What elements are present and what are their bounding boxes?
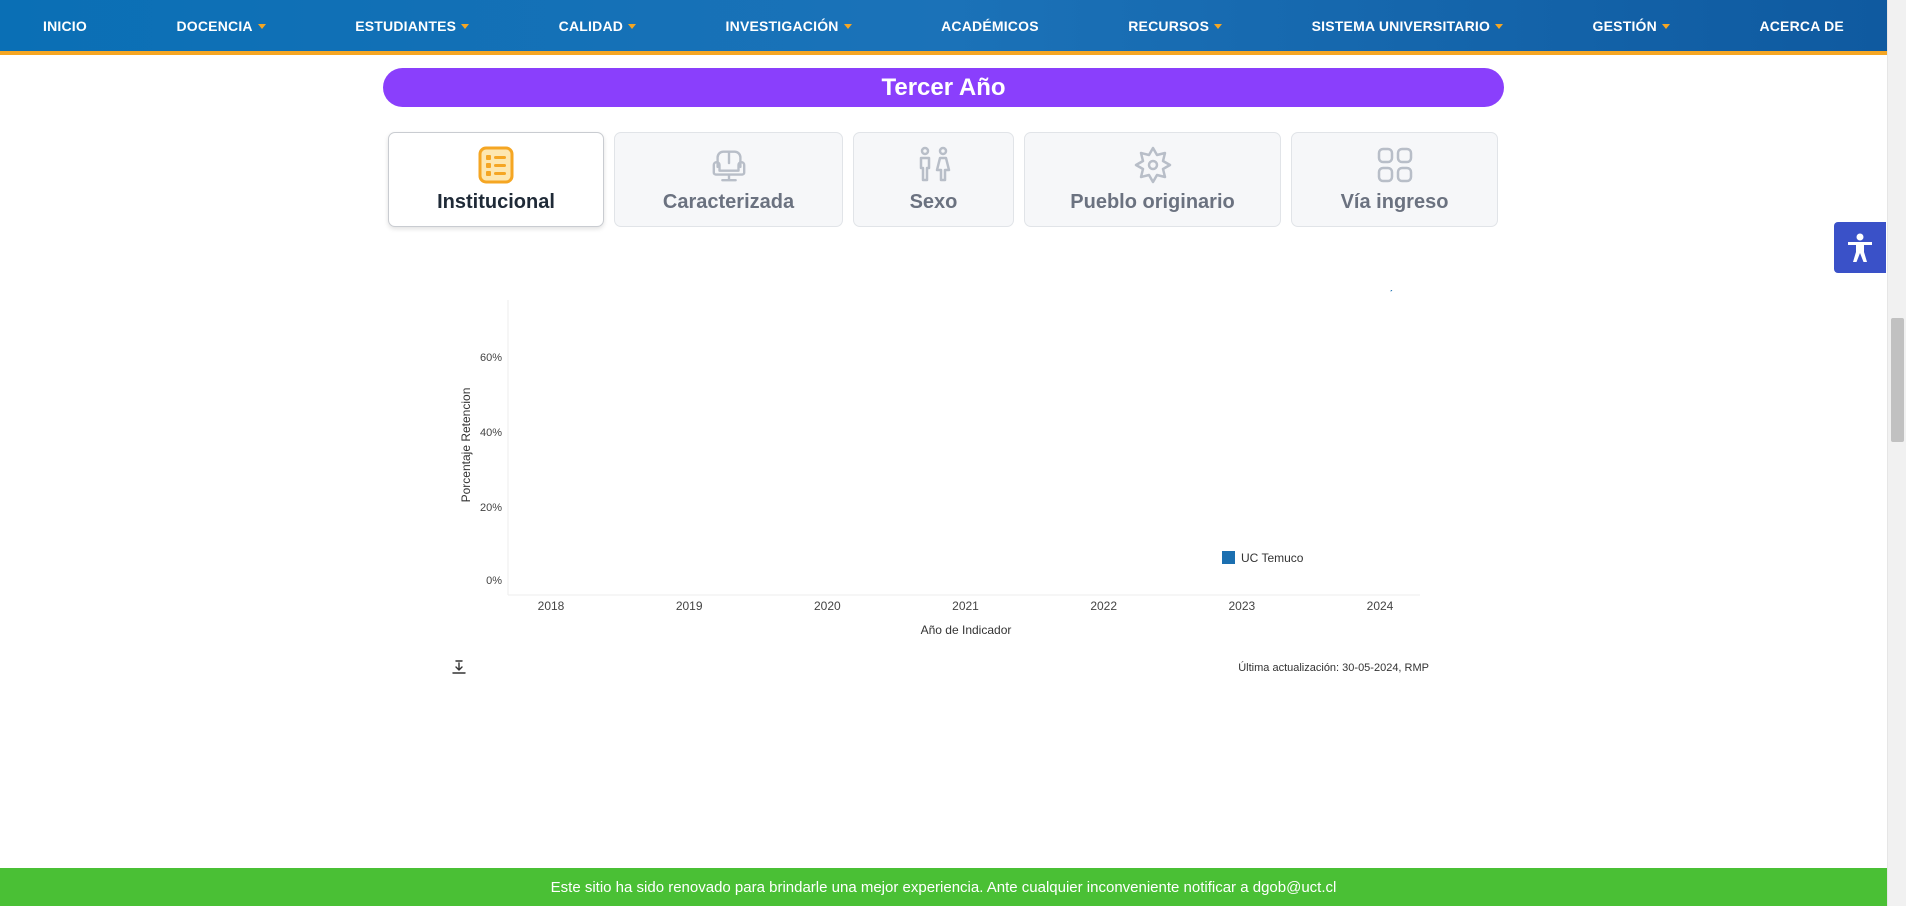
nav-label: RECURSOS — [1128, 17, 1210, 34]
x-tick-label: 2020 — [814, 599, 841, 613]
top-navigation: INICIO DOCENCIA ESTUDIANTES CALIDAD INVE… — [0, 0, 1887, 55]
nav-item-docencia[interactable]: DOCENCIA — [176, 17, 266, 34]
x-axis-ticks: 2018 2019 2020 2021 2022 2023 2024 — [538, 599, 1394, 613]
notice-banner: Este sitio ha sido renovado para brindar… — [0, 868, 1887, 906]
y-tick-label: 60% — [480, 352, 502, 364]
chart-grid — [507, 300, 1420, 596]
nav-item-calidad[interactable]: CALIDAD — [558, 17, 637, 34]
tab-label: Sexo — [909, 191, 958, 213]
tab-label: Institucional — [437, 191, 555, 213]
x-tick-label: 2022 — [1090, 599, 1117, 613]
x-tick-label: 2024 — [1367, 599, 1394, 613]
chevron-down-icon — [628, 23, 637, 29]
nav-item-inicio[interactable]: INICIO — [43, 18, 87, 34]
nav-label: DOCENCIA — [176, 17, 253, 34]
chevron-down-icon — [1214, 23, 1223, 29]
tab-institucional[interactable]: Institucional — [388, 132, 604, 227]
nav-item-gestion[interactable]: GESTIÓN — [1593, 18, 1670, 34]
nav-item-acerca-de[interactable]: ACERCA DE — [1759, 18, 1844, 34]
y-tick-label: 0% — [486, 575, 502, 587]
nav-item-investigacion[interactable]: INVESTIGACIÓN — [726, 18, 852, 34]
data-labels: 72,27%71,07%73,21%73,49%72,77%73,08%70,0… — [1374, 290, 1425, 293]
tab-via-ingreso[interactable]: Vía ingreso — [1291, 132, 1498, 227]
tab-caracterizada[interactable]: Caracterizada — [614, 132, 843, 227]
chevron-down-icon — [843, 23, 852, 29]
y-axis-ticks: 0% 20% 40% 60% — [480, 352, 502, 587]
scrollbar-thumb[interactable] — [1891, 318, 1904, 442]
section-title: Tercer Año — [383, 68, 1504, 107]
accessibility-icon — [1848, 233, 1872, 262]
people-icon — [915, 146, 953, 184]
nav-item-sistema-universitario[interactable]: SISTEMA UNIVERSITARIO — [1311, 17, 1504, 34]
x-axis-label: Año de Indicador — [921, 623, 1012, 637]
retention-line-chart: 0% 20% 40% 60% 2018 2019 2020 2021 2022 2023 2024… — [459, 290, 1425, 637]
nav-item-academicos[interactable]: ACADÉMICOS — [941, 18, 1039, 34]
page-scrollbar[interactable] — [1887, 0, 1906, 906]
nav-label: ACERCA DE — [1759, 17, 1844, 34]
chevron-down-icon — [1495, 23, 1504, 29]
nav-item-recursos[interactable]: RECURSOS — [1128, 17, 1223, 34]
nav-label: GESTIÓN — [1592, 17, 1657, 34]
flower-icon — [1134, 146, 1172, 184]
x-tick-label: 2018 — [538, 599, 565, 613]
nav-label: ESTUDIANTES — [355, 17, 457, 34]
list-icon — [477, 146, 515, 184]
tab-label: Caracterizada — [662, 191, 795, 213]
tab-sexo[interactable]: Sexo — [853, 132, 1014, 227]
legend-label: UC Temuco — [1241, 551, 1304, 565]
legend-swatch — [1222, 551, 1235, 564]
tab-pueblo-originario[interactable]: Pueblo originario — [1024, 132, 1281, 227]
nav-label: SISTEMA UNIVERSITARIO — [1311, 17, 1491, 34]
chevron-down-icon — [461, 23, 470, 29]
armchair-icon — [710, 146, 748, 184]
tab-label: Vía ingreso — [1340, 191, 1449, 213]
x-tick-label: 2023 — [1228, 599, 1255, 613]
y-tick-label: 20% — [480, 502, 502, 514]
y-tick-label: 40% — [480, 427, 502, 439]
nav-label: INVESTIGACIÓN — [725, 17, 839, 34]
nav-item-estudiantes[interactable]: ESTUDIANTES — [355, 17, 470, 34]
legend: UC Temuco — [1222, 551, 1304, 565]
chevron-down-icon — [257, 23, 266, 29]
data-label: 70,00% — [1374, 290, 1425, 293]
accessibility-button[interactable] — [1834, 222, 1886, 273]
y-axis-label: Porcentaje Retencion — [459, 388, 473, 503]
grid-icon — [1376, 146, 1414, 184]
nav-label: INICIO — [43, 17, 87, 34]
last-update-note: Última actualización: 30-05-2024, RMP — [1238, 662, 1429, 674]
nav-label: ACADÉMICOS — [941, 17, 1039, 34]
x-tick-label: 2021 — [952, 599, 979, 613]
nav-label: CALIDAD — [558, 17, 624, 34]
chevron-down-icon — [1661, 23, 1670, 29]
download-icon[interactable] — [451, 659, 467, 675]
x-tick-label: 2019 — [676, 599, 703, 613]
tab-label: Pueblo originario — [1070, 191, 1235, 213]
